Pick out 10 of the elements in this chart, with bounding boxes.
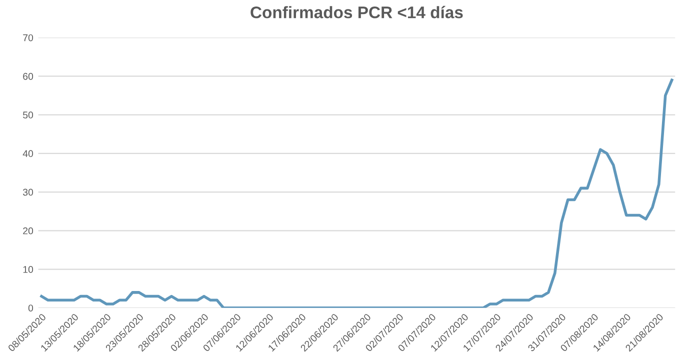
y-tick-label: 70 [23,34,34,42]
y-tick-label: 30 [22,188,34,196]
chart-title: Confirmados PCR <14 días [250,6,463,18]
y-tick-label: 60 [23,72,34,80]
y-tick-label: 40 [22,150,34,158]
y-tick-label: 20 [23,227,34,234]
y-tick-label: 50 [22,112,34,118]
line-series [40,78,674,308]
y-tick-label: 0 [28,304,34,312]
y-tick-label: 10 [23,266,34,273]
